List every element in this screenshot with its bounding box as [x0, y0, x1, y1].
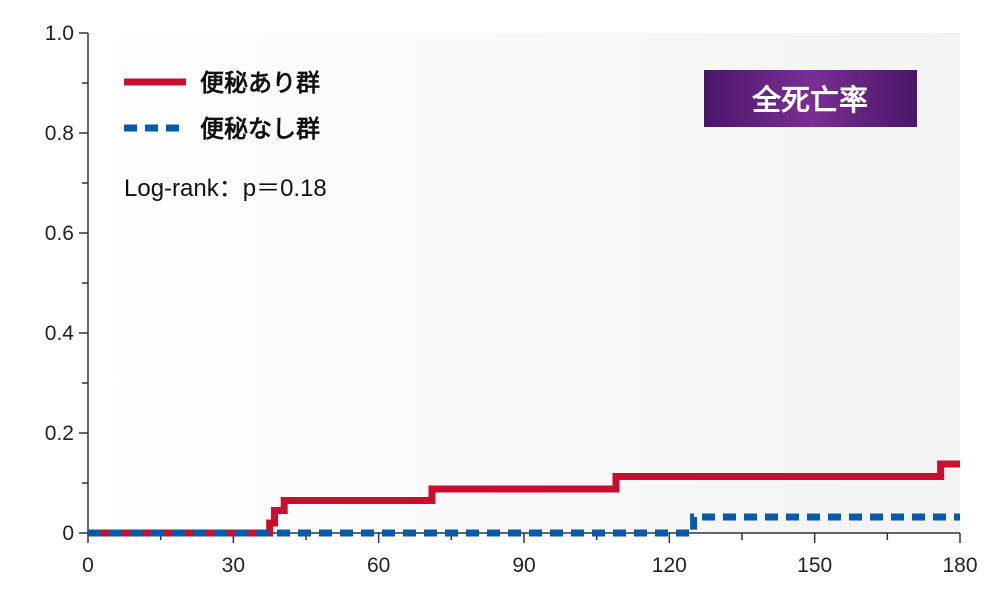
y-tick-label: 0.4: [45, 322, 75, 345]
x-tick-label: 30: [222, 554, 245, 577]
y-tick-label: 1.0: [45, 22, 74, 45]
badge-label: 全死亡率: [751, 83, 868, 117]
log-rank-annotation: Log-rank：p＝0.18: [124, 175, 327, 202]
y-tick-label: 0: [62, 522, 74, 545]
legend-label-constipation: 便秘あり群: [200, 69, 320, 97]
x-tick-label: 0: [82, 554, 94, 577]
x-tick-label: 180: [942, 554, 977, 577]
legend-label-no-constipation: 便秘なし群: [200, 115, 320, 143]
badge-background: [704, 70, 917, 127]
y-tick-label: 0.8: [45, 122, 74, 145]
axes: 0 0.2 0.4 0.6 0.8 1.0 0 30 60 90 120 150 180: [45, 22, 978, 577]
x-tick-label: 60: [367, 554, 390, 577]
y-tick-label: 0.2: [45, 422, 74, 445]
series-line-constipation: [88, 460, 960, 537]
x-tick-label: 150: [797, 554, 832, 577]
series-layer: [88, 460, 960, 537]
x-tick-label: 90: [512, 554, 535, 577]
series-line-no-constipation: [88, 513, 960, 537]
badge: 全死亡率: [704, 70, 917, 127]
y-tick-label: 0.6: [45, 222, 74, 245]
legend: 便秘あり群 便秘なし群: [124, 69, 320, 143]
x-tick-label: 120: [652, 554, 687, 577]
